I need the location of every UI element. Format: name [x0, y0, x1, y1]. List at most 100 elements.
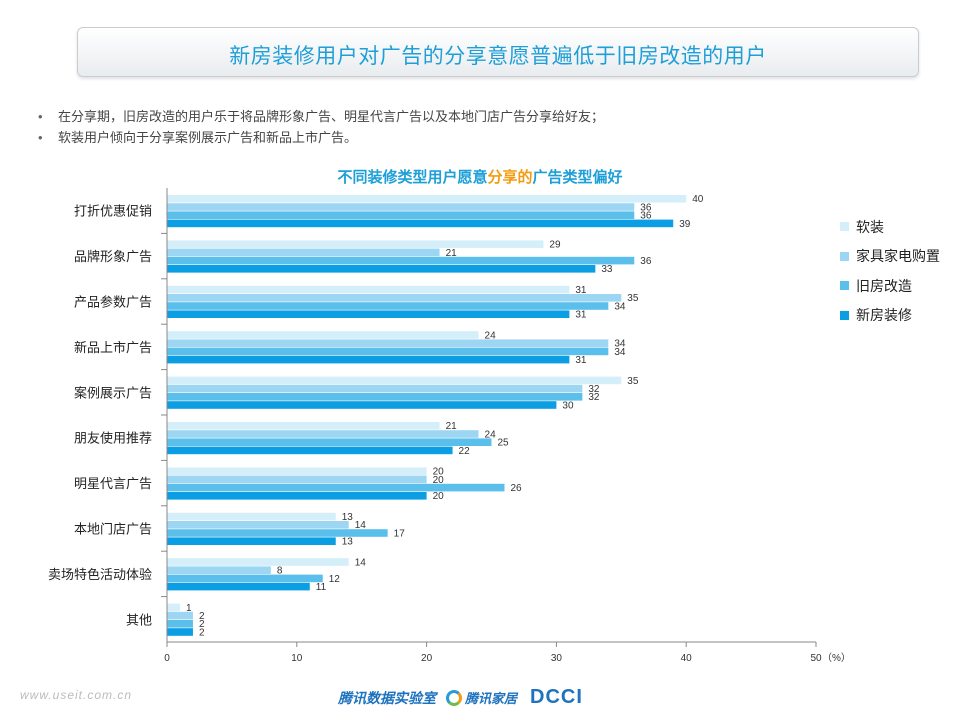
x-axis-unit: （%） — [822, 652, 851, 664]
bar — [167, 467, 427, 475]
data-label: 35 — [627, 376, 639, 387]
tencent-home-logo-icon — [446, 689, 462, 706]
bar — [167, 347, 609, 356]
bar — [167, 240, 544, 248]
legend-item: 软装 — [840, 212, 940, 242]
bar — [167, 574, 323, 583]
category-label: 打折优惠促销 — [74, 204, 152, 219]
bar — [167, 446, 453, 455]
category-label: 明星代言广告 — [74, 476, 152, 491]
page-title: 新房装修用户对广告的分享意愿普遍低于旧房改造的用户 — [229, 45, 767, 68]
legend-item: 家具家电购置 — [840, 242, 940, 272]
data-label: 14 — [355, 557, 367, 568]
data-label: 34 — [614, 339, 626, 350]
data-label: 35 — [627, 293, 639, 304]
bar — [167, 475, 427, 484]
bar — [167, 248, 440, 257]
data-label: 25 — [498, 438, 510, 449]
data-label: 40 — [692, 194, 704, 205]
chart-title-part-2: 广告类型偏好 — [532, 169, 623, 186]
data-label: 17 — [394, 528, 406, 539]
dcci-logo: DCCI — [530, 686, 583, 708]
data-label: 34 — [614, 301, 626, 312]
bar — [167, 566, 271, 574]
bar — [167, 483, 505, 492]
data-label: 22 — [459, 446, 471, 457]
chart-title-highlight: 分享的 — [487, 169, 533, 186]
data-label: 11 — [316, 582, 327, 593]
bar — [167, 611, 193, 620]
bar — [167, 256, 635, 265]
data-label: 2 — [199, 619, 205, 630]
data-label: 20 — [433, 467, 445, 478]
data-label: 36 — [640, 202, 652, 213]
bullet-text-1: 在分享期，旧房改造的用户乐于将品牌形象广告、明星代言广告以及本地门店广告分享给好… — [58, 109, 605, 124]
bullet-item: • 在分享期，旧房改造的用户乐于将品牌形象广告、明星代言广告以及本地门店广告分享给… — [38, 106, 604, 127]
bar — [167, 211, 635, 219]
bar — [167, 331, 479, 339]
data-label: 13 — [342, 537, 354, 548]
data-label: 1 — [186, 603, 192, 614]
data-label: 31 — [575, 285, 587, 296]
data-label: 14 — [355, 520, 367, 531]
data-label: 29 — [549, 240, 561, 251]
category-label: 其他 — [126, 612, 152, 627]
bullet-list: • 在分享期，旧房改造的用户乐于将品牌形象广告、明星代言广告以及本地门店广告分享给… — [38, 106, 604, 148]
bar — [167, 376, 622, 385]
tencent-home-logo: 腾讯家居 — [446, 688, 517, 707]
data-label: 39 — [679, 219, 691, 230]
legend-label: 软装 — [856, 218, 884, 235]
bar — [167, 512, 336, 521]
data-label: 31 — [575, 355, 587, 366]
bar — [167, 492, 427, 500]
tencent-data-lab-logo: 腾讯数据实验室 — [338, 690, 436, 706]
data-label: 34 — [614, 347, 626, 358]
data-label: 33 — [601, 264, 613, 275]
data-label: 26 — [510, 483, 522, 494]
legend-swatch — [840, 281, 849, 291]
x-tick-label: 30 — [551, 653, 563, 664]
category-label: 朋友使用推荐 — [74, 431, 152, 446]
bar — [167, 529, 388, 537]
x-tick-label: 40 — [681, 653, 693, 664]
chart-legend: 软装家具家电购置 旧房改造新房装修 — [840, 212, 940, 330]
bar — [167, 339, 609, 347]
x-tick-label: 50 — [810, 653, 822, 664]
bar — [167, 603, 180, 612]
legend-item: 旧房改造 — [840, 271, 940, 301]
bar — [167, 628, 193, 636]
legend-label: 家具家电购置 — [856, 248, 940, 265]
data-label: 20 — [433, 491, 445, 502]
category-label: 本地门店广告 — [74, 522, 152, 537]
bar — [167, 310, 570, 318]
category-label: 案例展示广告 — [74, 385, 152, 400]
category-label: 新品上市广告 — [74, 340, 152, 355]
data-label: 32 — [588, 384, 600, 395]
category-label: 产品参数广告 — [74, 295, 152, 310]
bar — [167, 393, 583, 401]
bar — [167, 355, 570, 364]
data-label: 12 — [329, 574, 341, 585]
bar — [167, 521, 349, 529]
data-label: 36 — [640, 211, 652, 222]
data-label: 36 — [640, 256, 652, 267]
data-label: 24 — [485, 330, 497, 341]
data-label: 2 — [199, 627, 205, 638]
data-label: 21 — [446, 421, 458, 432]
x-tick-label: 20 — [421, 653, 433, 664]
bar — [167, 294, 622, 302]
title-banner: 新房装修用户对广告的分享意愿普遍低于旧房改造的用户 — [77, 27, 919, 77]
bar — [167, 582, 310, 591]
legend-label: 旧房改造 — [856, 277, 912, 294]
bar — [167, 537, 336, 545]
legend-swatch — [840, 310, 849, 320]
watermark: www.useit.com.cn — [20, 688, 133, 702]
legend-item: 新房装修 — [840, 301, 940, 331]
data-label: 21 — [446, 248, 458, 259]
bar — [167, 302, 609, 310]
category-label: 品牌形象广告 — [74, 249, 152, 264]
chart-title: 不同装修类型用户愿意分享的广告类型偏好 — [0, 166, 960, 187]
bullet-item: • 软装用户倾向于分享案例展示广告和新品上市广告。 — [38, 127, 604, 148]
bar — [167, 203, 635, 211]
